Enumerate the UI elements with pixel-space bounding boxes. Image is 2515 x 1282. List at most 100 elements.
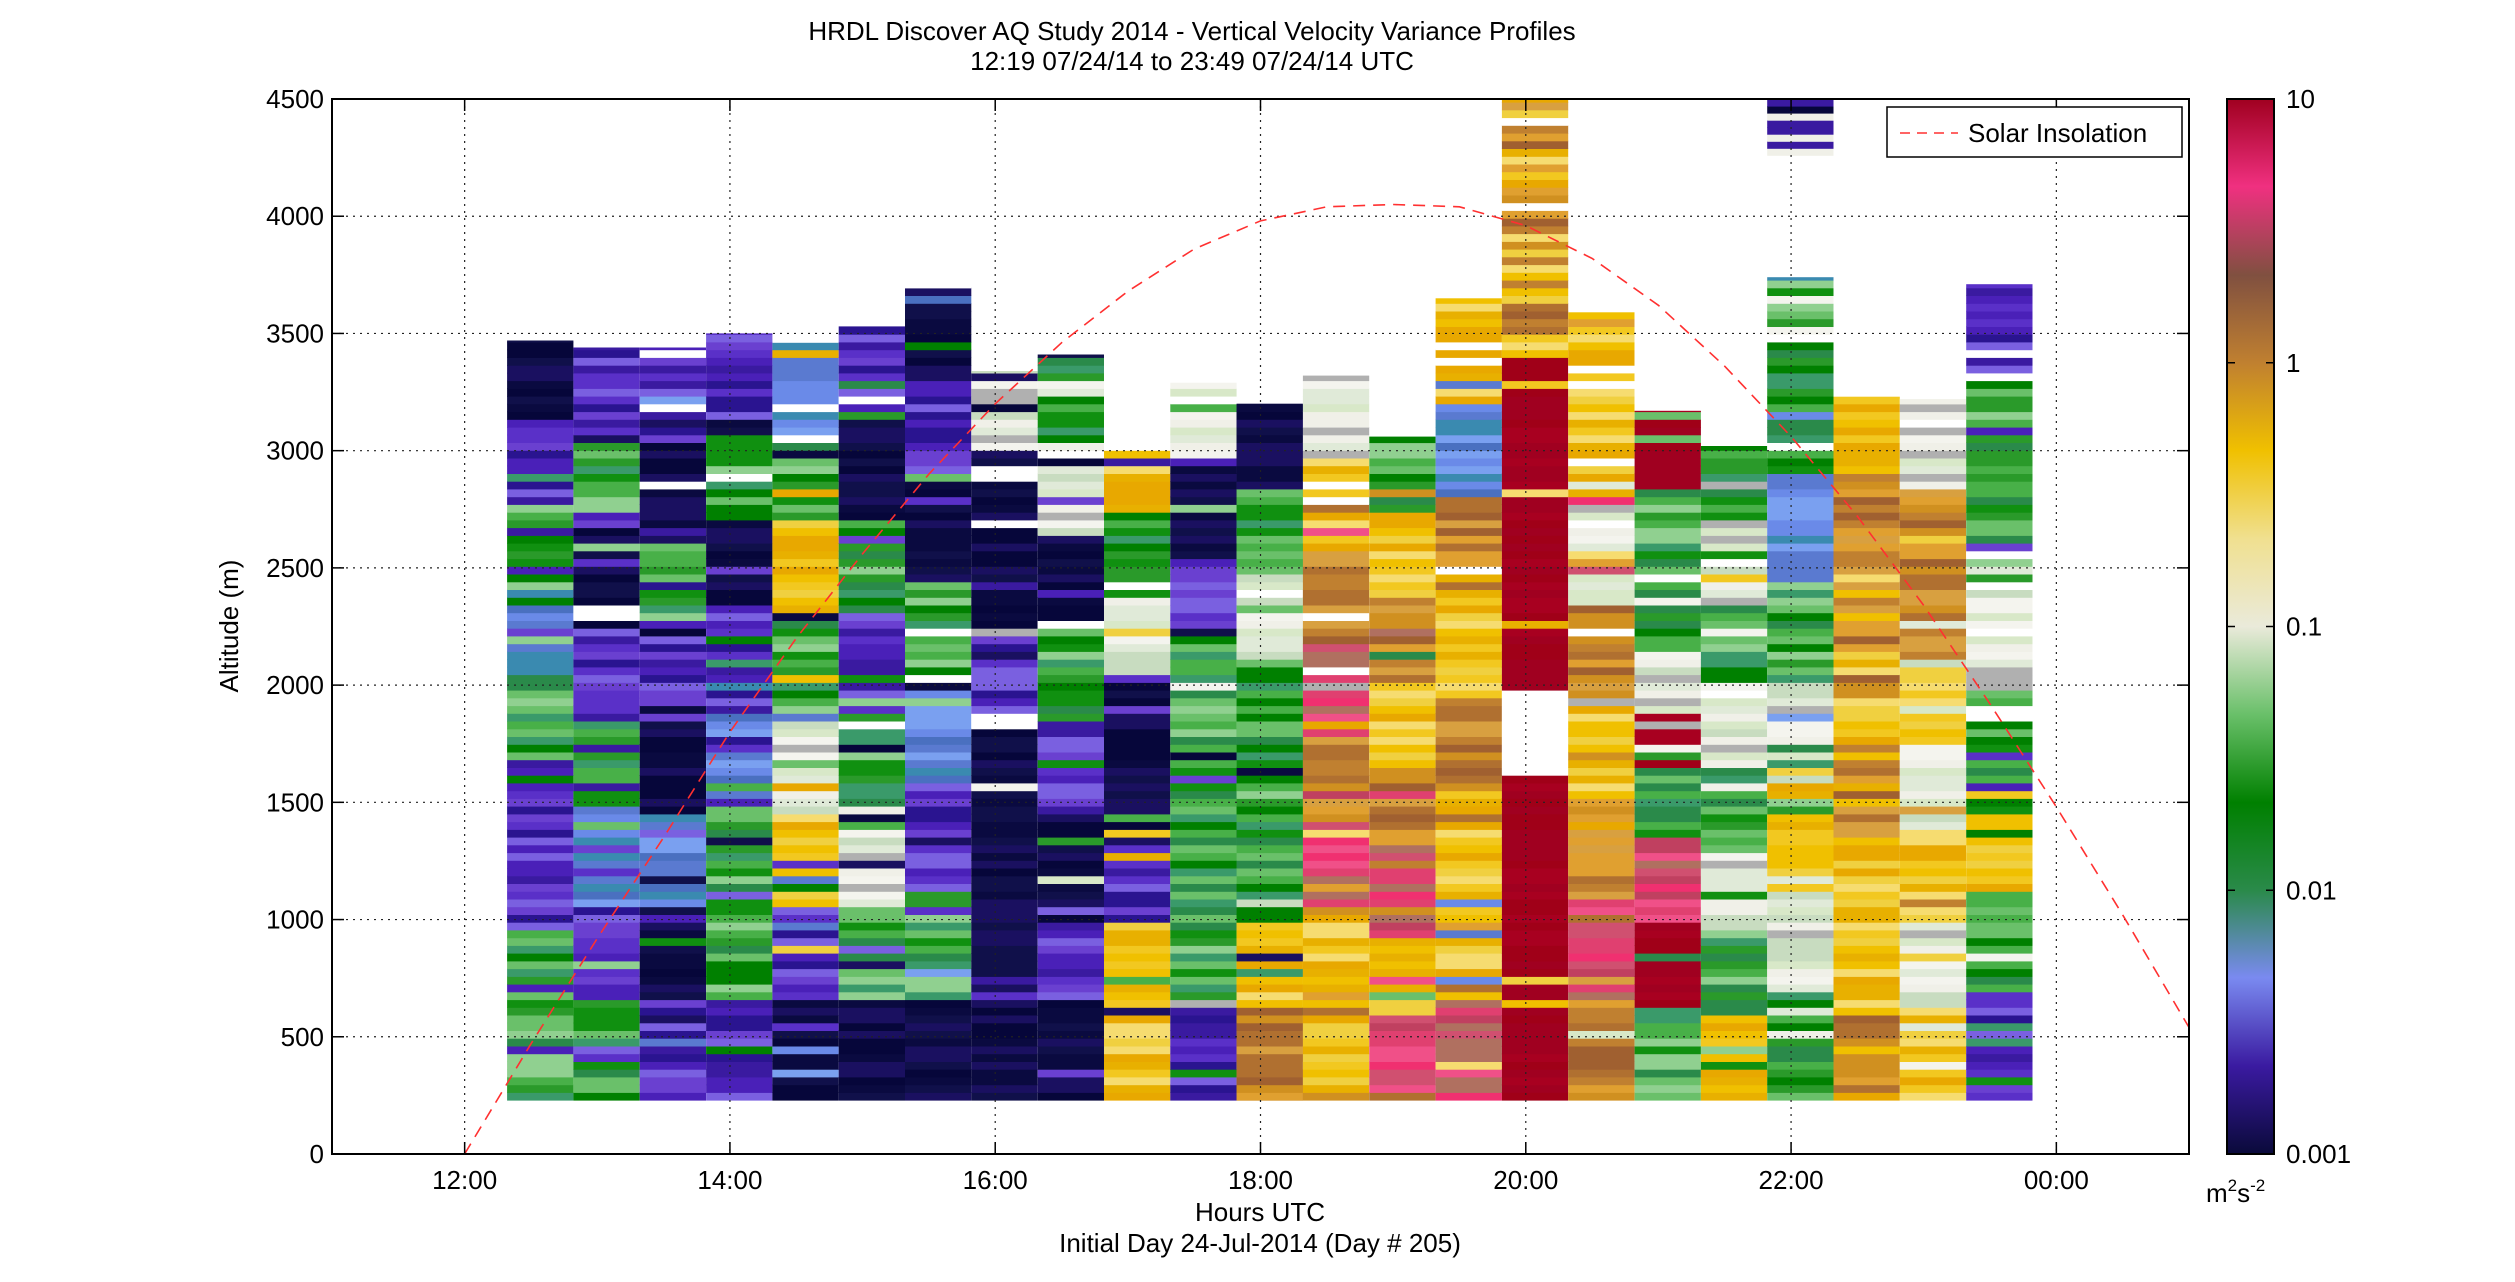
profile-cell: [1369, 968, 1436, 977]
profile-cell: [1899, 566, 1967, 575]
profile-cell: [706, 496, 773, 505]
profile-cell: [573, 898, 640, 908]
profile-cell: [1767, 134, 1834, 142]
profile-cell: [1634, 968, 1701, 977]
profile-cell: [1037, 821, 1104, 830]
profile-cell: [573, 922, 640, 931]
profile-cell: [1501, 341, 1569, 351]
profile-cell: [507, 535, 574, 544]
profile-cell: [1700, 906, 1768, 915]
profile-cell: [507, 906, 574, 915]
profile-cell: [706, 1069, 773, 1078]
profile-cell: [1236, 984, 1303, 993]
profile-cell: [1767, 1076, 1834, 1086]
profile-cell: [1966, 310, 2033, 320]
profile-cell: [772, 875, 839, 884]
profile-cell: [1170, 883, 1237, 892]
profile-cell: [1104, 597, 1171, 606]
profile-cell: [706, 450, 773, 459]
profile-cell: [639, 914, 706, 923]
profile-cell: [1899, 1022, 1967, 1031]
profile-cell: [1236, 620, 1303, 629]
profile-cell: [772, 473, 839, 482]
profile-cell: [1833, 597, 1900, 606]
profile-cell: [971, 496, 1038, 505]
profile-cell: [573, 372, 640, 382]
profile-cell: [971, 643, 1038, 652]
y-tick-label: 1000: [266, 905, 324, 935]
profile-cell: [573, 829, 640, 838]
profile-cell: [905, 844, 972, 854]
profile-cell: [1104, 527, 1171, 536]
profile-cell: [1501, 891, 1569, 900]
profile-cell: [1037, 612, 1104, 621]
profile-cell: [1700, 705, 1768, 714]
profile-cell: [1966, 953, 2033, 962]
profile-cell: [573, 968, 640, 977]
profile-cell: [639, 1045, 706, 1055]
profile-cell: [706, 457, 773, 467]
profile-cell: [1302, 1061, 1370, 1070]
profile-cell: [1833, 543, 1900, 552]
profile-cell: [1700, 465, 1768, 474]
profile-cell: [1170, 419, 1237, 428]
profile-cell: [1037, 666, 1104, 676]
profile-cell: [1700, 860, 1768, 869]
profile-cell: [1435, 341, 1502, 351]
profile-cell: [1302, 574, 1370, 583]
profile-cell: [1302, 581, 1370, 590]
profile-cell: [1369, 782, 1436, 792]
profile-cell: [1104, 620, 1171, 629]
profile-cell: [772, 604, 839, 614]
profile-cell: [905, 643, 972, 652]
profile-cell: [1899, 597, 1967, 606]
profile-cell: [971, 813, 1038, 823]
profile-cell: [706, 1092, 773, 1101]
profile-cell: [1369, 837, 1436, 846]
profile-cell: [1767, 868, 1834, 877]
profile-cell: [1899, 1084, 1967, 1093]
profile-cell: [1767, 1015, 1834, 1024]
profile-cell: [1435, 1069, 1502, 1078]
profile-cell: [706, 388, 773, 397]
profile-cell: [1966, 976, 2033, 985]
profile-cell: [639, 465, 706, 474]
profile-cell: [1899, 558, 1967, 567]
profile-cell: [1700, 728, 1768, 737]
profile-cell: [1568, 566, 1635, 575]
profile-cell: [838, 690, 905, 699]
profile-cell: [1104, 666, 1171, 676]
profile-cell: [1369, 984, 1436, 993]
profile-cell: [1369, 798, 1436, 807]
profile-cell: [639, 705, 706, 714]
profile-cell: [1966, 991, 2033, 1001]
profile-cell: [639, 1053, 706, 1062]
profile-cell: [1700, 798, 1768, 807]
profile-cell: [639, 597, 706, 606]
profile-cell: [772, 860, 839, 869]
profile-cell: [1634, 829, 1701, 838]
profile-cell: [1435, 558, 1502, 567]
profile-cell: [1966, 666, 2033, 676]
profile-cell: [1899, 914, 1967, 923]
profile-cell: [706, 767, 773, 776]
profile-cell: [1302, 659, 1370, 668]
profile-cell: [1501, 744, 1569, 753]
profile-cell: [1037, 620, 1104, 629]
profile-cell: [1767, 334, 1834, 343]
profile-cell: [772, 984, 839, 993]
profile-cell: [1369, 465, 1436, 474]
profile-cell: [639, 450, 706, 459]
profile-cell: [1767, 937, 1834, 946]
profile-cell: [1767, 744, 1834, 753]
profile-cell: [507, 999, 574, 1008]
profile-cell: [639, 806, 706, 815]
profile-cell: [971, 558, 1038, 567]
profile-cell: [1568, 697, 1635, 707]
profile-cell: [706, 922, 773, 931]
profile-cell: [1966, 736, 2033, 745]
profile-cell: [772, 372, 839, 382]
profile-cell: [971, 512, 1038, 521]
profile-cell: [1568, 651, 1635, 660]
profile-cell: [1700, 550, 1768, 560]
